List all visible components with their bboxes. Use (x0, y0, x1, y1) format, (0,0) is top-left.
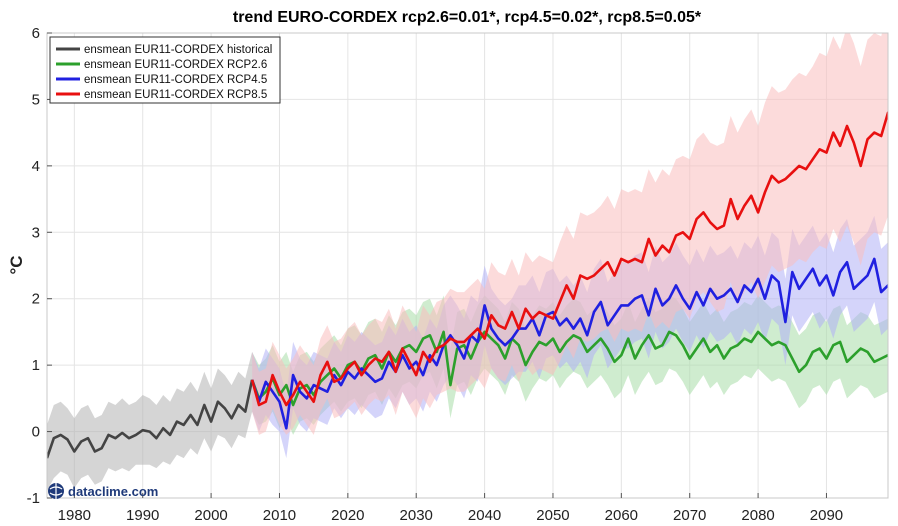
x-tick-label: 1980 (58, 507, 91, 524)
x-tick-label: 2000 (194, 507, 227, 524)
legend-box (49, 36, 281, 104)
globe-icon-lines (49, 483, 63, 499)
band-series-0 (47, 351, 253, 492)
line-series-3 (250, 111, 888, 407)
x-tick-label: 2080 (741, 507, 774, 524)
series-lines (47, 111, 888, 459)
y-tick-label: 6 (32, 25, 40, 42)
x-tick-label: 2040 (468, 507, 501, 524)
x-tick-label: 2030 (400, 507, 433, 524)
legend: ensmean EUR11-CORDEX historical ensmean E… (49, 36, 281, 104)
y-tick-label: -1 (27, 490, 40, 507)
y-tick-label: 1 (32, 357, 40, 374)
legend-entry: ensmean EUR11-CORDEX RCP4.5 (84, 74, 267, 86)
x-tick-label: 2090 (810, 507, 843, 524)
x-axis-ticks: 1980 1990 2000 2010 2020 2030 2040 2050 2060 2070… (58, 493, 843, 524)
y-axis-label: °C (7, 255, 26, 274)
chart-title: trend EURO-CORDEX rcp2.6=0.01*, rcp4.5=0… (233, 9, 702, 26)
x-tick-label: 1990 (126, 507, 159, 524)
x-tick-label: 2070 (673, 507, 706, 524)
brand-text: dataclime.com (68, 484, 158, 499)
branding: dataclime.com (48, 483, 158, 499)
y-tick-label: 0 (32, 424, 40, 441)
legend-entry: ensmean EUR11-CORDEX historical (84, 44, 272, 56)
y-tick-label: 5 (32, 91, 40, 108)
x-tick-label: 2050 (536, 507, 569, 524)
y-tick-label: 3 (32, 224, 40, 241)
x-tick-label: 2060 (605, 507, 638, 524)
legend-entry: ensmean EUR11-CORDEX RCP8.5 (84, 89, 267, 101)
y-tick-label: 2 (32, 291, 40, 308)
x-tick-label: 2020 (331, 507, 364, 524)
legend-entry: ensmean EUR11-CORDEX RCP2.6 (84, 59, 267, 71)
plot-frame (46, 32, 889, 499)
band-series-3 (252, 33, 888, 435)
x-tick-label: 2010 (263, 507, 296, 524)
y-tick-label: 4 (32, 158, 40, 175)
line-series-0 (47, 379, 254, 459)
